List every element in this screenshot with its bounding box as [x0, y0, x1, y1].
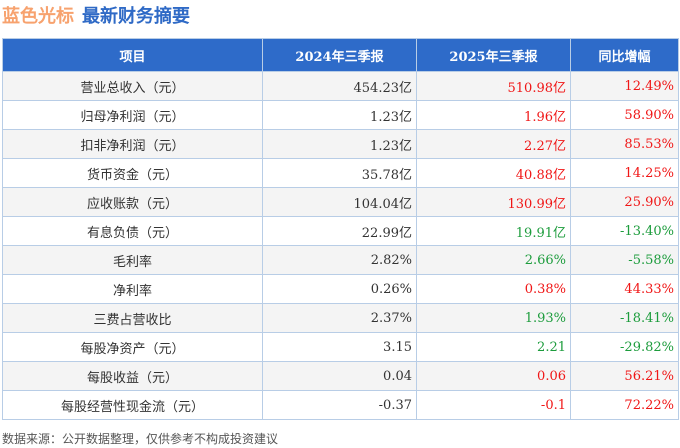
yoy-cell: 14.25%	[570, 158, 679, 188]
value-2024: -0.37	[262, 390, 417, 420]
table-row: 每股收益（元） 0.04 0.06 56.21%	[2, 361, 679, 391]
table-row: 每股净资产（元） 3.15 2.21 -29.82%	[2, 332, 679, 362]
value-2025: 2.21	[416, 332, 571, 362]
item-cell: 货币资金（元）	[2, 158, 263, 188]
value-2024: 0.04	[262, 361, 417, 391]
value-2024: 1.23亿	[262, 129, 417, 159]
value-2025: 40.88亿	[416, 158, 571, 188]
yoy-cell: -18.41%	[570, 303, 679, 333]
value-2025: 2.66%	[416, 245, 571, 275]
value-2025: 510.98亿	[416, 71, 571, 101]
value-2024: 3.15	[262, 332, 417, 362]
value-2025: 1.93%	[416, 303, 571, 333]
table-row: 营业总收入（元） 454.23亿 510.98亿 12.49%	[2, 71, 679, 101]
header-2025: 2025年三季报	[416, 38, 571, 72]
item-cell: 三费占营收比	[2, 303, 263, 333]
value-2024: 104.04亿	[262, 187, 417, 217]
yoy-cell: -29.82%	[570, 332, 679, 362]
item-cell: 净利率	[2, 274, 263, 304]
item-cell: 营业总收入（元）	[2, 71, 263, 101]
page-title: 蓝色光标 最新财务摘要	[2, 2, 190, 28]
financial-summary-table: 项目 2024年三季报 2025年三季报 同比增幅 营业总收入（元） 454.23…	[2, 38, 679, 420]
value-2025: -0.1	[416, 390, 571, 420]
yoy-cell: 25.90%	[570, 187, 679, 217]
table-row: 货币资金（元） 35.78亿 40.88亿 14.25%	[2, 158, 679, 188]
table-row: 有息负债（元） 22.99亿 19.91亿 -13.40%	[2, 216, 679, 246]
item-cell: 每股经营性现金流（元）	[2, 390, 263, 420]
item-cell: 归母净利润（元）	[2, 100, 263, 130]
yoy-cell: -5.58%	[570, 245, 679, 275]
item-cell: 有息负债（元）	[2, 216, 263, 246]
header-item: 项目	[2, 38, 263, 72]
subtitle: 最新财务摘要	[82, 6, 190, 27]
item-cell: 毛利率	[2, 245, 263, 275]
value-2024: 22.99亿	[262, 216, 417, 246]
value-2024: 0.26%	[262, 274, 417, 304]
value-2025: 1.96亿	[416, 100, 571, 130]
yoy-cell: 85.53%	[570, 129, 679, 159]
yoy-cell: 12.49%	[570, 71, 679, 101]
footer-source: 数据来源：公开数据整理，仅供参考不构成投资建议	[2, 432, 279, 446]
yoy-cell: 56.21%	[570, 361, 679, 391]
value-2024: 1.23亿	[262, 100, 417, 130]
value-2025: 130.99亿	[416, 187, 571, 217]
header-2024: 2024年三季报	[262, 38, 417, 72]
value-2024: 35.78亿	[262, 158, 417, 188]
value-2025: 19.91亿	[416, 216, 571, 246]
value-2025: 2.27亿	[416, 129, 571, 159]
table-row: 归母净利润（元） 1.23亿 1.96亿 58.90%	[2, 100, 679, 130]
value-2025: 0.38%	[416, 274, 571, 304]
item-cell: 应收账款（元）	[2, 187, 263, 217]
yoy-cell: 44.33%	[570, 274, 679, 304]
table-row: 应收账款（元） 104.04亿 130.99亿 25.90%	[2, 187, 679, 217]
value-2025: 0.06	[416, 361, 571, 391]
table-row: 净利率 0.26% 0.38% 44.33%	[2, 274, 679, 304]
yoy-cell: 72.22%	[570, 390, 679, 420]
item-cell: 每股净资产（元）	[2, 332, 263, 362]
yoy-cell: 58.90%	[570, 100, 679, 130]
table-row: 每股经营性现金流（元） -0.37 -0.1 72.22%	[2, 390, 679, 420]
table-row: 扣非净利润（元） 1.23亿 2.27亿 85.53%	[2, 129, 679, 159]
item-cell: 每股收益（元）	[2, 361, 263, 391]
header-yoy: 同比增幅	[570, 38, 679, 72]
value-2024: 2.82%	[262, 245, 417, 275]
company-name: 蓝色光标	[2, 6, 74, 27]
value-2024: 454.23亿	[262, 71, 417, 101]
table-row: 毛利率 2.82% 2.66% -5.58%	[2, 245, 679, 275]
item-cell: 扣非净利润（元）	[2, 129, 263, 159]
value-2024: 2.37%	[262, 303, 417, 333]
yoy-cell: -13.40%	[570, 216, 679, 246]
table-row: 三费占营收比 2.37% 1.93% -18.41%	[2, 303, 679, 333]
table-header: 项目 2024年三季报 2025年三季报 同比增幅	[2, 38, 679, 72]
